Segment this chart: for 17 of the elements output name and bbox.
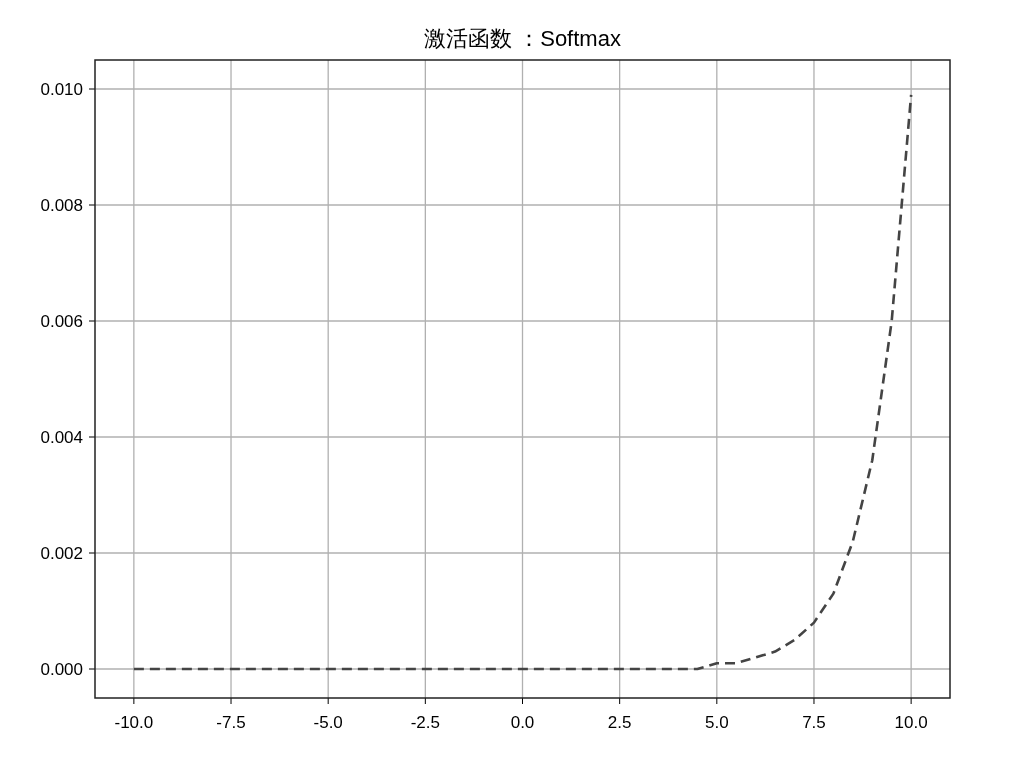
y-tick-label: 0.008	[40, 196, 83, 215]
x-tick-label: 5.0	[705, 713, 729, 732]
x-tick-label: 7.5	[802, 713, 826, 732]
y-tick-label: 0.002	[40, 544, 83, 563]
x-tick-label: -7.5	[216, 713, 246, 732]
x-tick-label: -10.0	[114, 713, 154, 732]
y-tick-label: 0.010	[40, 80, 83, 99]
line-series	[132, 93, 913, 671]
y-tick-label: 0.004	[40, 428, 83, 447]
x-tick-label: 0.0	[510, 713, 535, 732]
x-tick-label: 10.0	[894, 713, 928, 732]
x-tick-label: -5.0	[313, 713, 343, 732]
y-tick-label: 0.006	[40, 312, 83, 331]
y-tick-label: 0.000	[40, 660, 83, 679]
x-tick-label: 2.5	[607, 713, 632, 732]
chart-title: 激活函数 ：Softmax	[424, 26, 621, 51]
x-tick-label: -2.5	[410, 713, 440, 732]
